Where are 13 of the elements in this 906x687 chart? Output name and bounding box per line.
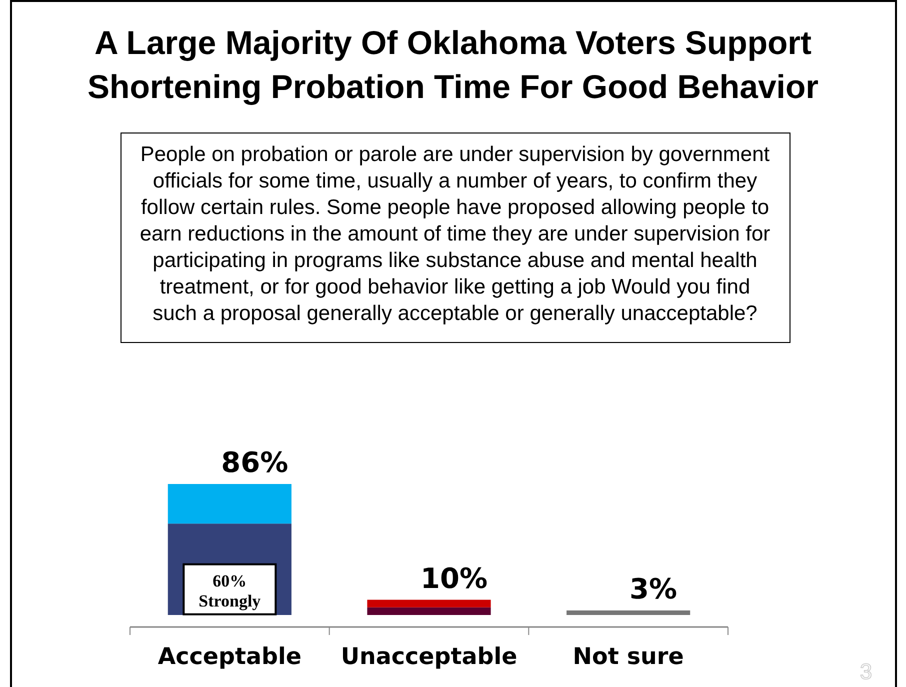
bar (367, 600, 491, 608)
bar (168, 484, 292, 524)
bar (367, 607, 491, 615)
chart-title: A Large Majority Of Oklahoma Voters Support Shortening Probation Time For Good Behavior (88, 24, 819, 105)
data-label: 60% Strongly (198, 571, 262, 610)
total-label: 3% (630, 572, 678, 606)
total-label: 86% (221, 446, 288, 479)
x-tick-label: Acceptable (158, 644, 302, 670)
x-tick-label: Unacceptable (340, 644, 518, 670)
x-tick-label: Not sure (572, 644, 684, 670)
chart-subtitle: People on probation or parole are under supervision by government officials for some time, usually a number of years, to confirm they follow certain rules. Some people have proposed allowing people to earn reductions in the amount of time they are under supervision for participating in programs like substance abuse and mental health treatment, or for good behavior like getting a job Would you find such a proposal generally acceptable or generally unacceptable? (140, 143, 770, 325)
total-label: 10% (420, 562, 488, 595)
bar (566, 610, 690, 615)
